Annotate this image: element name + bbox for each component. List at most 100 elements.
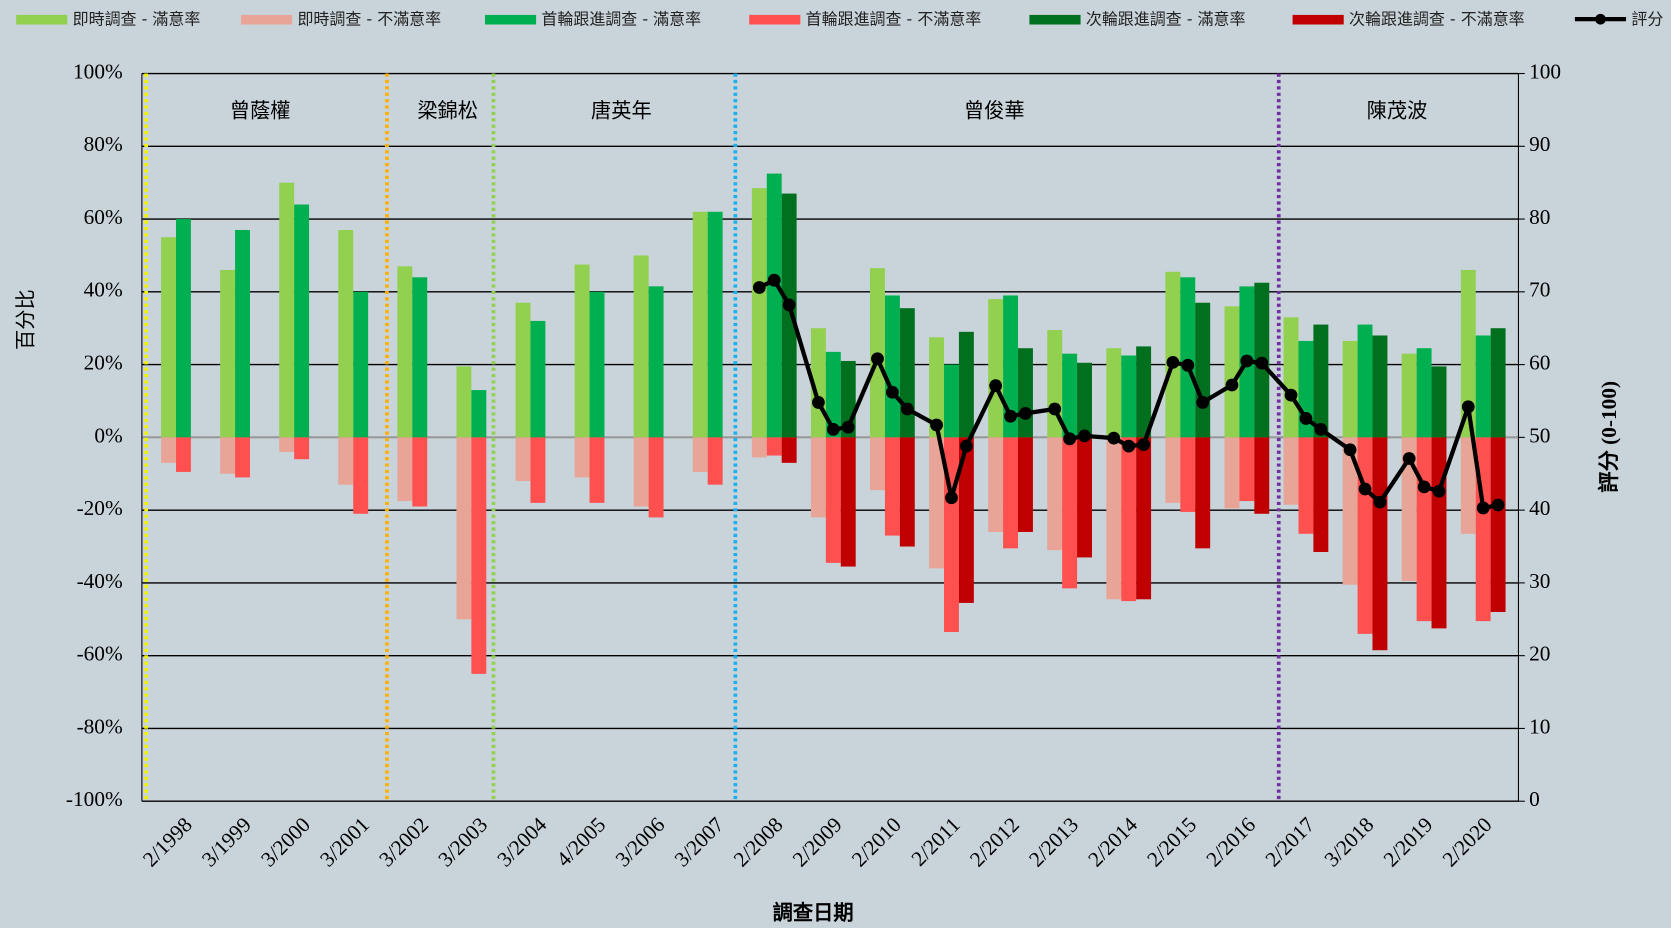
bar <box>648 286 664 438</box>
bar <box>338 437 354 485</box>
bar <box>766 437 782 456</box>
bar <box>870 437 885 491</box>
bar <box>692 211 708 438</box>
bar <box>279 437 295 452</box>
bar <box>515 437 531 482</box>
legend-label: 首輪跟進調查 - 不滿意率 <box>806 10 982 29</box>
legend-swatch <box>240 14 293 25</box>
bar <box>1003 295 1019 438</box>
score-marker <box>1004 409 1017 423</box>
bar <box>929 437 945 569</box>
legend-label: 評分 <box>1631 10 1663 29</box>
x-tick-label: 2/2012 <box>965 813 1024 872</box>
bar <box>338 229 354 438</box>
bar <box>929 337 945 438</box>
bar <box>810 437 826 518</box>
bar <box>1239 437 1255 502</box>
x-tick-label: 3/2002 <box>374 813 433 872</box>
score-marker <box>1314 422 1328 436</box>
bar <box>397 266 413 438</box>
bar <box>1490 437 1506 613</box>
x-tick-label: 3/2000 <box>256 813 315 872</box>
score-marker <box>886 385 899 399</box>
y-axis-title: 百分比 <box>13 289 37 350</box>
bar <box>1195 302 1211 438</box>
x-tick-label: 2/2008 <box>729 813 788 872</box>
bar <box>1121 437 1137 602</box>
x-tick-label: 2/2013 <box>1024 813 1083 872</box>
bar <box>781 437 797 463</box>
y2-tick-label: 0 <box>1529 787 1540 811</box>
y-tick-label: -20% <box>77 496 123 520</box>
score-marker <box>1063 432 1077 446</box>
bar <box>1490 328 1506 438</box>
bar <box>353 437 369 514</box>
x-tick-label: 3/2004 <box>492 812 551 871</box>
score-marker <box>945 491 958 505</box>
bar <box>707 437 723 485</box>
bar <box>589 437 605 503</box>
score-marker <box>1122 439 1136 453</box>
y2-tick-label: 90 <box>1529 132 1550 156</box>
bar <box>515 302 531 438</box>
bar <box>220 269 236 438</box>
score-marker <box>959 439 973 453</box>
bar <box>751 437 767 458</box>
bar <box>1401 353 1417 438</box>
y2-tick-label: 70 <box>1529 278 1550 302</box>
bar <box>1136 346 1152 438</box>
score-marker <box>1181 358 1195 372</box>
bar <box>988 299 1004 438</box>
x-tick-label: 2/2020 <box>1438 813 1497 872</box>
score-marker <box>1432 484 1446 498</box>
score-marker <box>1196 396 1210 409</box>
bar <box>1003 437 1019 549</box>
term-label: 曾蔭權 <box>230 98 291 122</box>
bar <box>235 229 250 438</box>
bar <box>1342 437 1358 585</box>
x-tick-label: 2/2019 <box>1379 813 1438 872</box>
x-tick-label: 2/2009 <box>788 813 847 872</box>
y-tick-label: 80% <box>84 132 123 156</box>
legend-label: 次輪跟進調查 - 滿意率 <box>1086 10 1246 29</box>
bar <box>1165 271 1181 438</box>
bar <box>1180 437 1196 512</box>
legend-swatch <box>1292 14 1344 25</box>
bar <box>1106 437 1122 600</box>
bar <box>294 204 310 438</box>
bar <box>279 182 295 438</box>
bar <box>1372 335 1388 438</box>
bar <box>471 390 487 438</box>
score-marker <box>1402 452 1416 465</box>
legend-swatch <box>1029 14 1081 25</box>
y-tick-label: 40% <box>84 278 123 302</box>
score-marker <box>1284 388 1298 402</box>
score-marker <box>1166 356 1180 369</box>
legend-swatch <box>749 14 801 25</box>
bar <box>1416 437 1432 622</box>
bar <box>1106 348 1122 438</box>
bar <box>648 437 664 518</box>
bar <box>1298 437 1314 534</box>
bar <box>1342 340 1358 438</box>
bar <box>1401 437 1417 582</box>
score-marker <box>767 273 781 287</box>
bar <box>530 320 546 438</box>
bar <box>707 211 723 438</box>
bar <box>1283 317 1299 438</box>
bar <box>1180 277 1196 438</box>
x-tick-label: 2/2015 <box>1142 813 1201 872</box>
legend-label: 次輪跟進調查 - 不滿意率 <box>1349 10 1525 29</box>
bar <box>825 351 841 438</box>
y2-tick-label: 10 <box>1529 714 1550 738</box>
bar <box>235 437 250 478</box>
y-tick-label: -60% <box>77 642 123 666</box>
bar <box>1313 324 1329 438</box>
x-tick-label: 3/2007 <box>670 812 729 871</box>
y-tick-label: 0% <box>94 423 123 447</box>
bar <box>899 437 915 547</box>
term-label: 唐英年 <box>591 98 652 122</box>
bar <box>1121 355 1137 438</box>
bar <box>294 437 310 460</box>
score-marker <box>930 418 943 432</box>
